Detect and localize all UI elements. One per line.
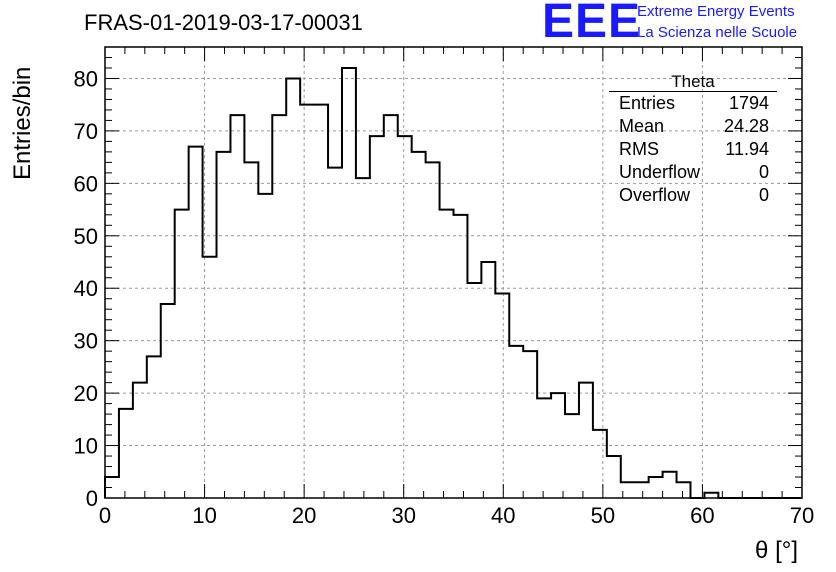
stats-value: 0 — [758, 162, 769, 182]
logo-subtitle-line1: Extreme Energy Events — [637, 3, 795, 20]
stats-row-overflow: Overflow 0 — [609, 184, 777, 207]
axis-ticks — [104, 46, 803, 499]
stats-value: 0 — [758, 185, 769, 205]
y-tick-labels: 0 10 20 30 40 50 60 70 80 — [74, 66, 98, 511]
eee-logo: EEE — [542, 0, 642, 48]
x-tick-label: 30 — [391, 503, 415, 528]
stats-box: Theta Entries 1794 Mean 24.28 RMS 11.94 … — [609, 73, 777, 207]
grid — [105, 47, 802, 498]
chart-title: FRAS-01-2019-03-17-00031 — [84, 10, 363, 35]
stats-value: 11.94 — [725, 139, 769, 159]
x-tick-labels: 0 10 20 30 40 50 60 70 — [99, 503, 814, 528]
stats-value: 1794 — [728, 93, 769, 113]
x-axis-label: θ [°] — [755, 537, 798, 564]
x-tick-label: 60 — [690, 503, 714, 528]
stats-value: 24.28 — [723, 116, 769, 136]
x-tick-label: 0 — [99, 503, 111, 528]
stats-row-underflow: Underflow 0 — [609, 161, 777, 184]
x-tick-label: 10 — [192, 503, 216, 528]
logo-subtitle-line2: La Scienza nelle Scuole — [637, 24, 798, 41]
x-tick-label: 20 — [292, 503, 316, 528]
x-tick-label: 50 — [591, 503, 615, 528]
plot-frame — [104, 46, 803, 499]
y-tick-label: 0 — [86, 486, 98, 511]
x-tick-label: 70 — [790, 503, 814, 528]
stats-label: Underflow — [619, 162, 701, 182]
histogram-outline — [104, 66, 802, 499]
y-axis-label: Entries/bin — [9, 67, 36, 180]
stats-title: Theta — [609, 73, 777, 92]
y-tick-label: 20 — [74, 381, 98, 406]
y-tick-label: 60 — [74, 171, 98, 196]
stats-row-rms: RMS 11.94 — [609, 138, 777, 161]
x-tick-label: 40 — [491, 503, 515, 528]
stats-label: Mean — [619, 116, 665, 136]
stats-row-mean: Mean 24.28 — [609, 115, 777, 138]
y-tick-label: 80 — [74, 66, 98, 91]
stats-row-entries: Entries 1794 — [609, 92, 777, 115]
stats-label: RMS — [619, 139, 659, 159]
y-tick-label: 50 — [74, 224, 98, 249]
stats-label: Overflow — [619, 185, 691, 205]
stats-label: Entries — [619, 93, 676, 113]
y-tick-label: 30 — [74, 329, 98, 354]
y-tick-label: 40 — [74, 276, 98, 301]
y-tick-label: 70 — [74, 119, 98, 144]
y-tick-label: 10 — [74, 434, 98, 459]
